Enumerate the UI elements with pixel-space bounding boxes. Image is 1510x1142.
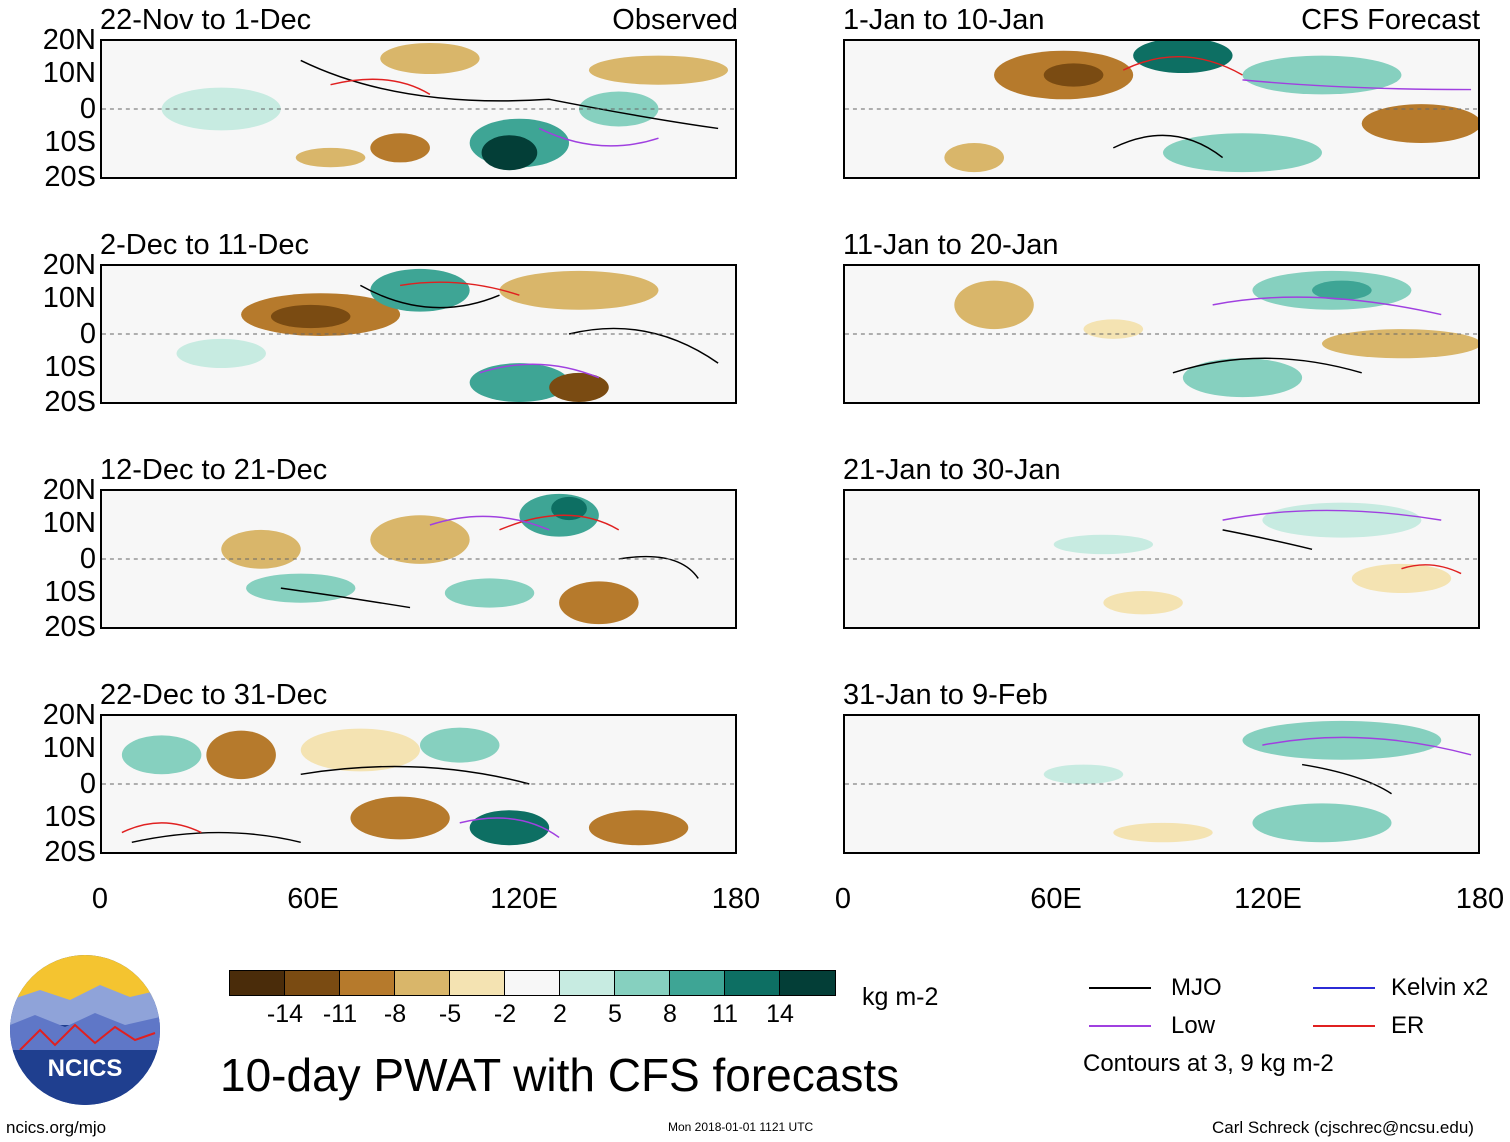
lat-label: 20N [42, 474, 96, 506]
panel-title-obs-3: 12-Dec to 21-Dec [100, 454, 328, 486]
lat-label: 20S [44, 161, 96, 193]
colorbar-swatch [395, 971, 450, 995]
lon-label: 60E [287, 883, 339, 915]
colorbar-swatch [505, 971, 560, 995]
legend-note: Contours at 3, 9 kg m-2 [1083, 1050, 1334, 1077]
map-panel-obs-1 [100, 39, 737, 179]
ncics-logo: NCICS [10, 955, 160, 1105]
lat-label: 0 [79, 318, 96, 350]
lat-label: 0 [79, 543, 96, 575]
footer-timestamp: Mon 2018-01-01 1121 UTC [668, 1120, 814, 1134]
colorbar-swatch [615, 971, 670, 995]
colorbar [229, 970, 836, 996]
logo-text: NCICS [47, 1055, 123, 1082]
panel-title-fc-2: 11-Jan to 20-Jan [843, 229, 1059, 261]
legend-line-kelvin [1313, 987, 1375, 989]
panel-title-obs-4: 22-Dec to 31-Dec [100, 679, 328, 711]
panel-title-fc-4: 31-Jan to 9-Feb [843, 679, 1048, 711]
colorbar-unit: kg m-2 [862, 983, 939, 1011]
colorbar-tick: -2 [493, 1000, 517, 1028]
colorbar-tick: 2 [553, 1000, 567, 1028]
panel-title-obs-2: 2-Dec to 11-Dec [100, 229, 309, 261]
lat-label: 20N [42, 249, 96, 281]
lat-label: 10S [44, 126, 96, 158]
legend-label-kelvin: Kelvin x2 [1391, 974, 1489, 1001]
panel-title-fc-1: 1-Jan to 10-Jan [843, 4, 1045, 36]
colorbar-swatch [450, 971, 505, 995]
observed-tag: Observed [612, 4, 738, 36]
map-panel-fc-1 [843, 39, 1480, 179]
forecast-tag: CFS Forecast [1301, 4, 1480, 36]
lat-label: 20S [44, 386, 96, 418]
lat-label: 0 [79, 768, 96, 800]
map-panel-fc-2 [843, 264, 1480, 404]
map-panel-obs-3 [100, 489, 737, 629]
colorbar-tick: 14 [766, 1000, 794, 1028]
main-title: 10-day PWAT with CFS forecasts [220, 1049, 900, 1101]
lat-label: 20N [42, 699, 96, 731]
lon-label: 120E [1234, 883, 1302, 915]
colorbar-swatch [340, 971, 395, 995]
lon-label: 120E [490, 883, 558, 915]
colorbar-swatch [230, 971, 285, 995]
colorbar-swatch [725, 971, 780, 995]
colorbar-tick: -11 [322, 1000, 358, 1028]
lat-label: 10N [42, 282, 96, 314]
map-panel-obs-4 [100, 714, 737, 854]
lat-label: 0 [79, 93, 96, 125]
legend-line-er [1313, 1025, 1375, 1027]
lat-label: 20N [42, 24, 96, 56]
colorbar-tick: -8 [383, 1000, 407, 1028]
lat-label: 10S [44, 351, 96, 383]
legend-label-low: Low [1171, 1012, 1216, 1039]
lon-label: 60E [1030, 883, 1082, 915]
lat-label: 10N [42, 57, 96, 89]
colorbar-tick: -5 [438, 1000, 462, 1028]
panel-title-obs-1: 22-Nov to 1-Dec [100, 4, 312, 36]
lon-label: 0 [834, 883, 852, 915]
colorbar-tick: 8 [663, 1000, 677, 1028]
colorbar-tick: -14 [266, 1000, 304, 1028]
colorbar-swatch [285, 971, 340, 995]
footer-url[interactable]: ncics.org/mjo [6, 1118, 107, 1137]
lat-label: 10S [44, 801, 96, 833]
legend-label-mjo: MJO [1171, 974, 1222, 1001]
lon-label: 180 [711, 883, 761, 915]
colorbar-swatch [560, 971, 615, 995]
lat-label: 20S [44, 836, 96, 868]
colorbar-swatch [670, 971, 725, 995]
lat-label: 10S [44, 576, 96, 608]
lon-label: 0 [91, 883, 109, 915]
footer-author: Carl Schreck (cjschrec@ncsu.edu) [1212, 1118, 1474, 1137]
legend-line-mjo [1089, 987, 1151, 989]
lat-label: 10N [42, 507, 96, 539]
lon-label: 180 [1455, 883, 1505, 915]
colorbar-swatch [780, 971, 835, 995]
map-panel-fc-4 [843, 714, 1480, 854]
lat-label: 20S [44, 611, 96, 643]
lat-label: 10N [42, 732, 96, 764]
map-panel-obs-2 [100, 264, 737, 404]
legend-label-er: ER [1391, 1012, 1425, 1039]
legend-line-low [1089, 1025, 1151, 1027]
colorbar-tick: 5 [608, 1000, 622, 1028]
map-panel-fc-3 [843, 489, 1480, 629]
panel-title-fc-3: 21-Jan to 30-Jan [843, 454, 1061, 486]
colorbar-tick: 11 [712, 1000, 738, 1028]
